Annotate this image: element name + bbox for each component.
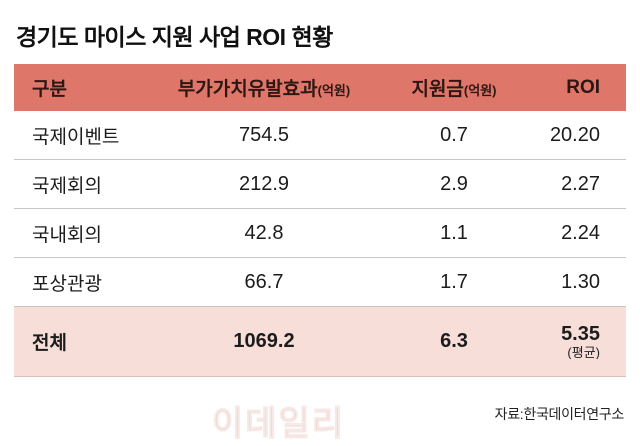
table-row: 국제이벤트 754.5 0.7 20.20 xyxy=(14,111,626,160)
total-category: 전체 xyxy=(32,333,67,354)
row-support: 2.9 xyxy=(440,172,468,195)
total-roi: 5.35 (평균) xyxy=(524,324,626,360)
header-support-unit: (억원) xyxy=(463,83,497,98)
source-credit: 자료:한국데이터연구소 xyxy=(494,406,625,422)
row-roi: 20.20 xyxy=(549,123,600,146)
row-effect: 42.8 xyxy=(244,221,284,244)
row-category: 포상관광 xyxy=(32,273,102,295)
row-support: 1.7 xyxy=(440,270,468,293)
row-roi: 1.30 xyxy=(561,270,600,293)
header-effect-label: 부가가치유발효과 xyxy=(177,79,318,100)
total-roi-value: 5.35 xyxy=(561,323,600,345)
page-title: 경기도 마이스 지원 사업 ROI 현황 xyxy=(16,24,333,50)
row-effect: 212.9 xyxy=(238,172,290,195)
row-effect: 754.5 xyxy=(238,123,290,146)
row-support: 0.7 xyxy=(440,123,468,146)
header-support: 지원금(억원) xyxy=(384,74,524,101)
total-effect: 1069.2 xyxy=(233,330,295,352)
row-support: 1.1 xyxy=(440,221,468,244)
total-support: 6.3 xyxy=(440,330,468,352)
table-header-row: 구분 부가가치유발효과(억원) 지원금(억원) ROI xyxy=(14,64,626,111)
table-row: 국제회의 212.9 2.9 2.27 xyxy=(14,160,626,209)
total-roi-note: (평균) xyxy=(567,344,600,360)
row-roi: 2.24 xyxy=(561,221,600,244)
edaily-watermark-logo: 이데일리 xyxy=(211,405,346,444)
row-category: 국제회의 xyxy=(32,175,102,197)
header-effect-unit: (억원) xyxy=(317,83,351,98)
header-roi: ROI xyxy=(524,77,626,99)
header-roi-label: ROI xyxy=(566,76,600,98)
row-effect: 66.7 xyxy=(244,270,284,293)
row-category: 국내회의 xyxy=(32,224,102,246)
table-total-row: 전체 1069.2 6.3 5.35 (평균) xyxy=(14,307,626,377)
table-row: 포상관광 66.7 1.7 1.30 xyxy=(14,258,626,307)
row-roi: 2.27 xyxy=(561,172,600,195)
row-category: 국제이벤트 xyxy=(32,126,120,148)
header-effect: 부가가치유발효과(억원) xyxy=(144,74,384,101)
header-category-label: 구분 xyxy=(32,79,67,100)
roi-table: 구분 부가가치유발효과(억원) 지원금(억원) ROI 국제이벤트 754.5 … xyxy=(14,64,626,377)
header-category: 구분 xyxy=(14,74,144,101)
table-row: 국내회의 42.8 1.1 2.24 xyxy=(14,209,626,258)
header-support-label: 지원금 xyxy=(411,79,464,100)
